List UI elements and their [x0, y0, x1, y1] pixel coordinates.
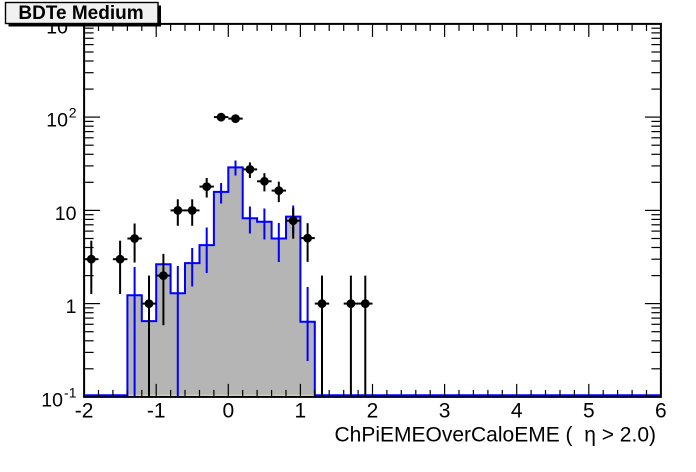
- svg-text:-1: -1: [64, 384, 77, 400]
- svg-text:ChPiEMEOverCaloEME ( η > 2.0): ChPiEMEOverCaloEME ( η > 2.0): [334, 424, 656, 447]
- svg-text:2: 2: [69, 105, 77, 121]
- svg-text:5: 5: [583, 400, 595, 423]
- svg-text:-1: -1: [147, 400, 166, 423]
- svg-text:1: 1: [66, 296, 77, 318]
- svg-text:BDTe Medium: BDTe Medium: [18, 3, 143, 24]
- svg-text:4: 4: [511, 400, 523, 423]
- svg-text:6: 6: [655, 400, 667, 423]
- svg-text:10: 10: [41, 389, 63, 411]
- svg-text:10: 10: [46, 110, 68, 132]
- svg-text:2: 2: [367, 400, 379, 423]
- svg-text:10: 10: [55, 203, 77, 225]
- svg-text:3: 3: [439, 400, 451, 423]
- svg-text:1: 1: [295, 400, 307, 423]
- svg-text:0: 0: [222, 400, 234, 423]
- svg-text:-2: -2: [75, 400, 94, 423]
